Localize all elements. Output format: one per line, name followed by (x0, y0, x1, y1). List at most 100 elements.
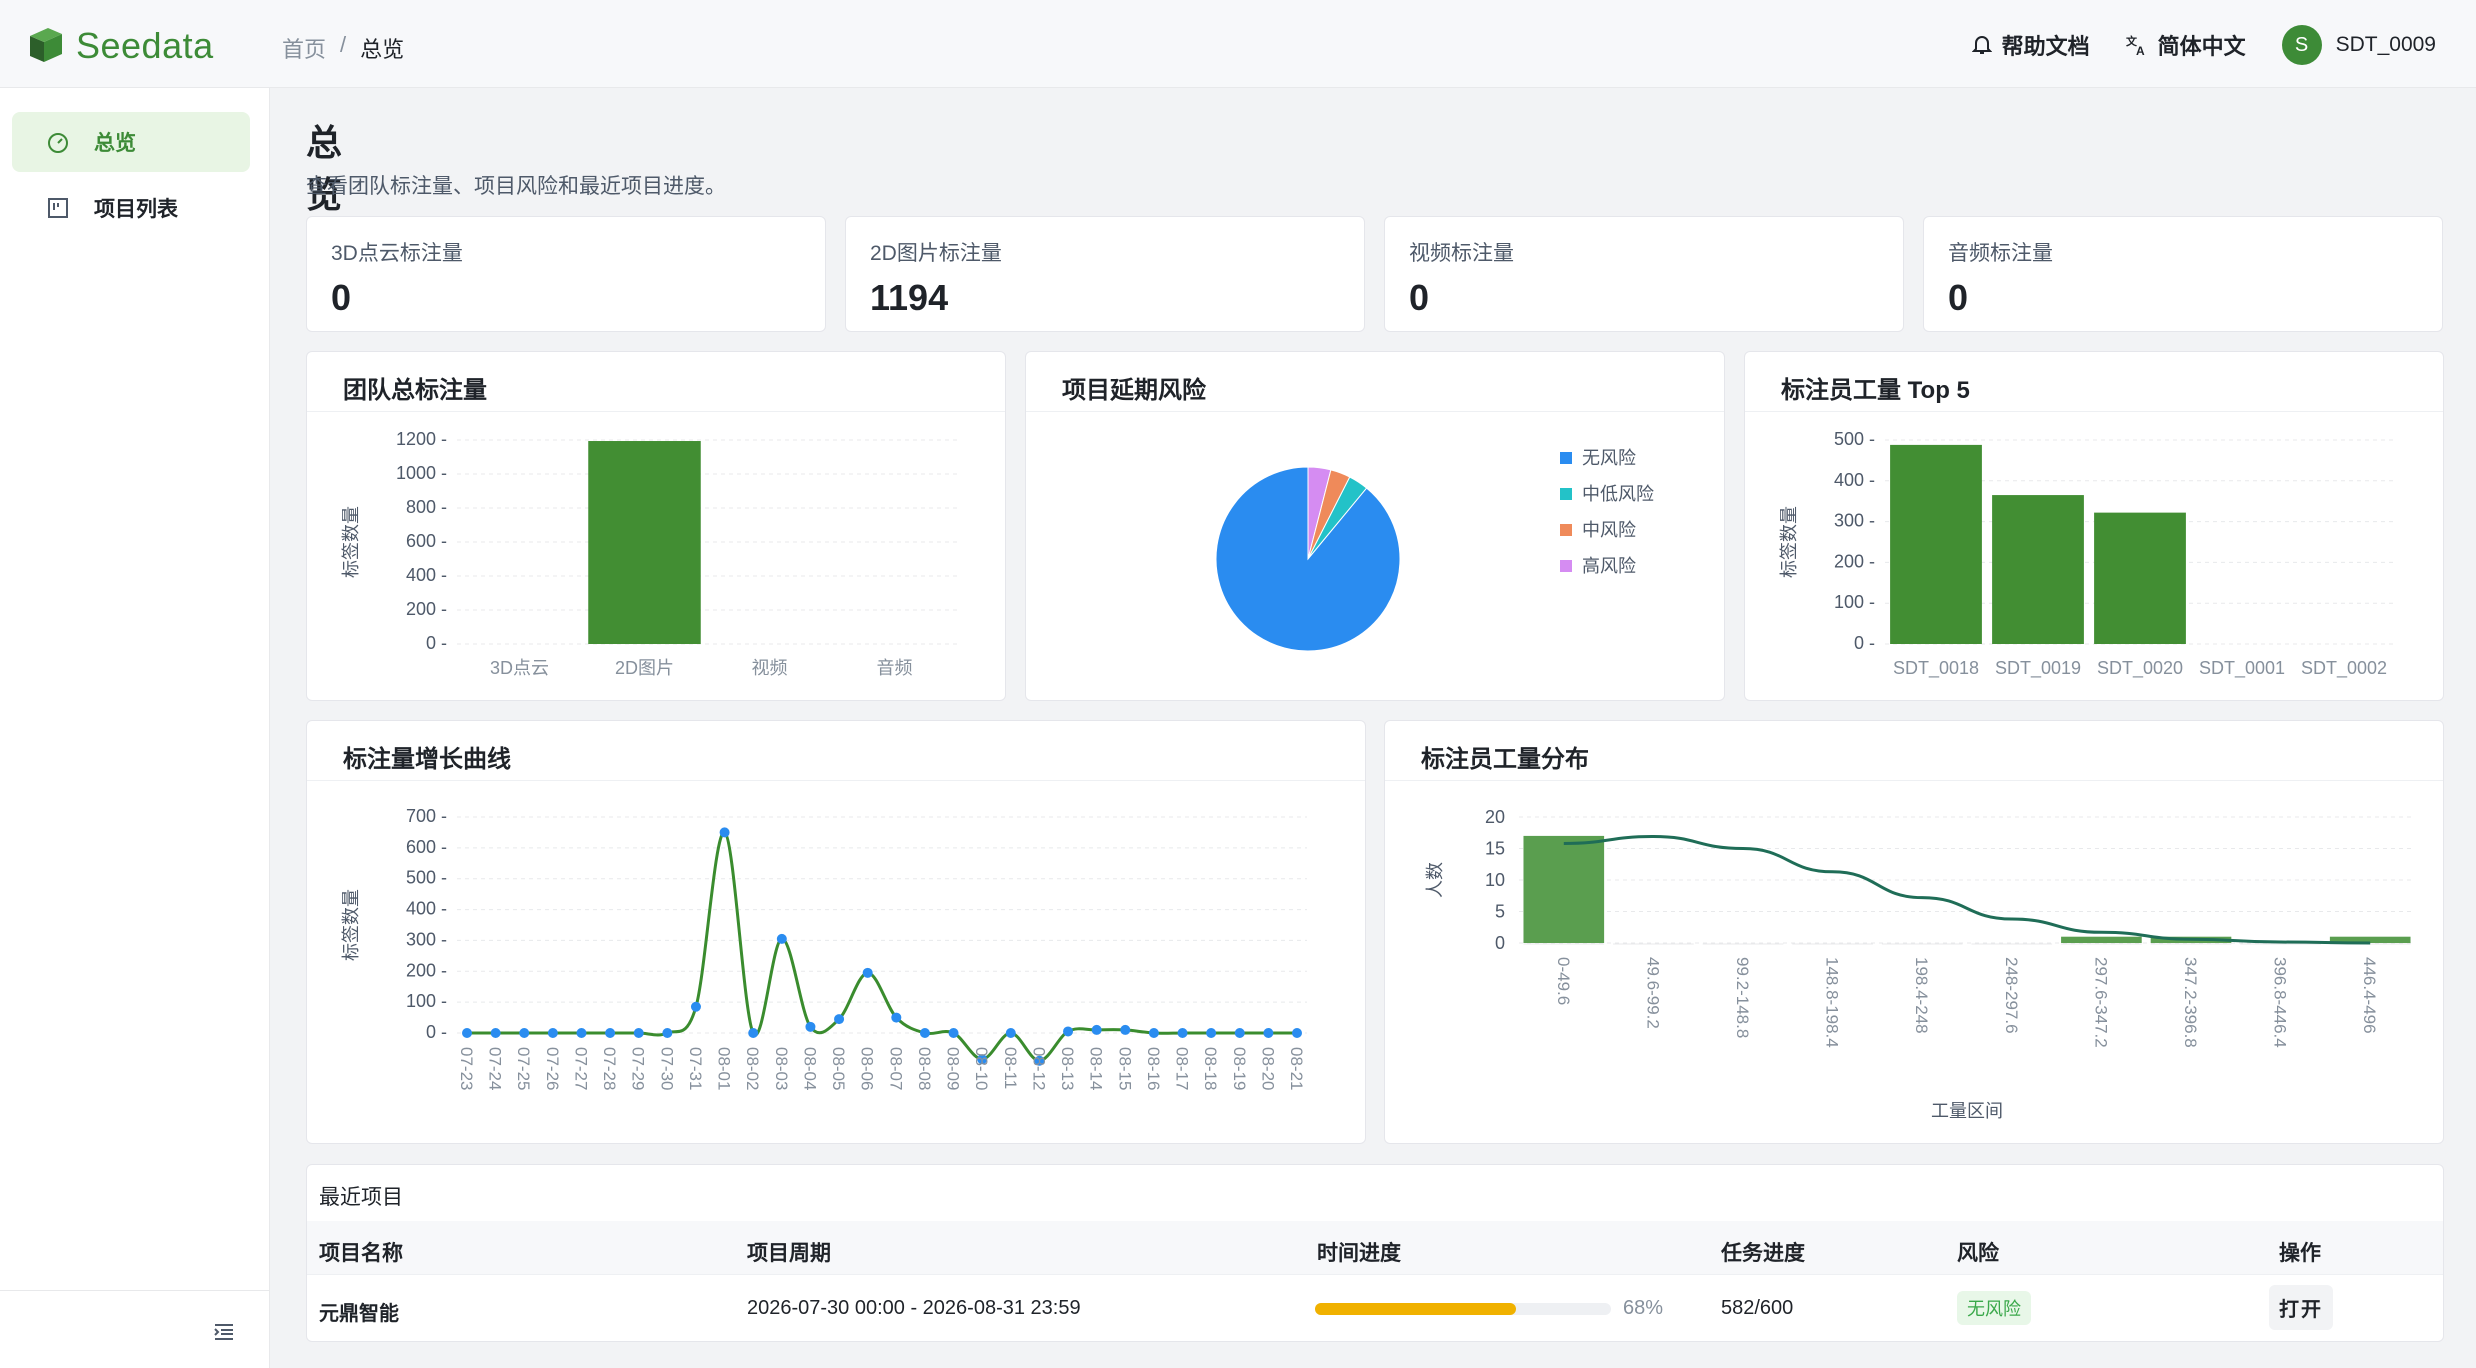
card-title: 项目延期风险 (1026, 352, 1724, 412)
data-point (948, 1028, 959, 1038)
team-total-card: 团队总标注量 0 - 200 - 400 - 600 - 800 - 1000 - 1200… (306, 351, 1006, 701)
y-tick-label: 10 (1485, 870, 1505, 890)
y-tick-label: 500 - (406, 868, 447, 888)
distribution-chart: 0 5 10 15 20 人数 0-49.6 49.6-99.2 99.2-148.8 148.8… (1425, 807, 2415, 1121)
data-point (547, 1028, 558, 1038)
x-tick-label: 07-24 (486, 1047, 505, 1090)
open-button[interactable]: 打开 (2269, 1285, 2333, 1330)
project-name[interactable]: 元鼎智能 (319, 1303, 399, 1325)
sidebar-item-projects[interactable]: 项目列表 (12, 178, 250, 238)
user-menu[interactable]: S SDT_0009 (2281, 25, 2436, 65)
x-tick-label: SDT_0019 (1995, 658, 2081, 679)
sidebar-item-label: 项目列表 (94, 198, 178, 221)
x-tick-label: 08-09 (944, 1047, 963, 1090)
x-tick-label: 198.4-248 (1912, 957, 1931, 1034)
column-header: 风险 (1957, 1242, 1999, 1265)
x-tick-label: 2D图片 (615, 658, 674, 678)
y-tick-label: 300 - (406, 929, 447, 949)
y-tick-label: 15 (1485, 839, 1505, 859)
svg-text:文: 文 (2126, 34, 2138, 48)
x-tick-label: 08-02 (743, 1047, 762, 1090)
y-tick-label: 0 (1495, 933, 1505, 953)
task-progress: 582/600 (1721, 1297, 1794, 1319)
x-tick-label: 08-03 (772, 1047, 791, 1090)
stat-value: 0 (1948, 277, 1969, 318)
y-tick-label: 1000 - (396, 463, 447, 483)
x-tick-label: 08-20 (1258, 1047, 1277, 1090)
column-header: 时间进度 (1317, 1242, 1401, 1265)
y-tick-label: 400 - (406, 565, 447, 585)
x-tick-label: 08-15 (1115, 1047, 1134, 1090)
legend-label: 无风险 (1582, 448, 1636, 468)
x-tick-label: 0-49.6 (1554, 957, 1573, 1005)
x-axis-label: 工量区间 (1931, 1101, 2003, 1121)
data-point (805, 1021, 816, 1032)
data-point (1091, 1024, 1102, 1035)
column-header: 项目周期 (747, 1242, 831, 1265)
page-title: 总览 (306, 122, 343, 215)
username: SDT_0009 (2335, 33, 2436, 56)
stat-label: 3D点云标注量 (331, 242, 463, 265)
y-tick-label: 20 (1485, 807, 1505, 827)
data-point (1263, 1028, 1274, 1038)
y-tick-label: 0 - (1854, 633, 1875, 653)
data-point (919, 1028, 930, 1038)
svg-text:A: A (2136, 44, 2145, 56)
y-tick-label: 0 - (426, 1022, 447, 1042)
table-header: 项目名称 项目周期 时间进度 任务进度 风险 操作 (307, 1221, 2443, 1275)
y-axis-label: 人数 (1425, 862, 1445, 898)
y-tick-label: 400 - (406, 899, 447, 919)
x-tick-label: SDT_0002 (2301, 658, 2387, 679)
y-tick-label: 200 - (1834, 551, 1875, 571)
legend-swatch (1560, 452, 1572, 464)
legend-swatch (1560, 488, 1572, 500)
help-docs-link[interactable]: 帮助文档 (1971, 29, 2090, 61)
pie-slice (1215, 466, 1401, 652)
x-tick-label: 07-30 (657, 1047, 676, 1090)
x-tick-label: 08-07 (886, 1047, 905, 1090)
x-tick-label: 297.6-347.2 (2091, 957, 2110, 1048)
data-point (490, 1028, 501, 1038)
x-tick-label: 08-19 (1230, 1047, 1249, 1090)
time-progress-fill (1315, 1303, 1517, 1315)
x-tick-label: 视频 (752, 658, 788, 678)
legend-swatch (1560, 524, 1572, 536)
sidebar-item-overview[interactable]: 总览 (12, 112, 250, 172)
x-tick-label: 07-27 (571, 1047, 590, 1090)
breadcrumb-home[interactable]: 首页 (282, 37, 327, 62)
density-curve (1563, 835, 2371, 945)
legend-label: 中风险 (1582, 520, 1636, 540)
table-row[interactable]: 元鼎智能 2026-07-30 00:00 - 2026-08-31 23:59… (307, 1275, 2443, 1339)
bar (588, 441, 701, 644)
y-tick-label: 500 - (1834, 429, 1875, 449)
logo[interactable]: Seedata (28, 25, 214, 66)
y-tick-label: 100 - (406, 991, 447, 1011)
x-tick-label: 07-25 (514, 1047, 533, 1090)
stat-label: 音频标注量 (1948, 242, 2053, 265)
card-title: 标注量增长曲线 (307, 721, 1365, 781)
data-point (633, 1028, 644, 1038)
growth-chart: 0 - 100 - 200 - 300 - 400 - 500 - 600 - 700 - 标签… (341, 806, 1307, 1090)
time-progress-label: 68% (1623, 1297, 1664, 1319)
data-point (662, 1028, 673, 1038)
x-tick-label: 396.8-446.4 (2271, 957, 2290, 1048)
bar (2061, 936, 2142, 943)
collapse-menu-icon[interactable] (212, 1320, 236, 1344)
data-point (1005, 1028, 1016, 1038)
data-point (977, 1054, 988, 1065)
stat-card-audio: 音频标注量 0 (1923, 216, 2443, 332)
x-tick-label: SDT_0020 (2097, 658, 2183, 679)
bar (2094, 512, 2186, 644)
sidebar-item-label: 总览 (94, 132, 136, 155)
x-tick-label: 08-18 (1201, 1047, 1220, 1090)
top5-chart: 0 - 100 - 200 - 300 - 400 - 500 - 标签数量 SDT_0018… (1779, 429, 2395, 679)
data-point (576, 1028, 587, 1038)
data-point (1177, 1028, 1188, 1038)
y-tick-label: 800 - (406, 497, 447, 517)
y-tick-label: 100 - (1834, 592, 1875, 612)
y-tick-label: 200 - (406, 599, 447, 619)
x-tick-label: 08-08 (915, 1047, 934, 1090)
data-point (776, 933, 787, 944)
